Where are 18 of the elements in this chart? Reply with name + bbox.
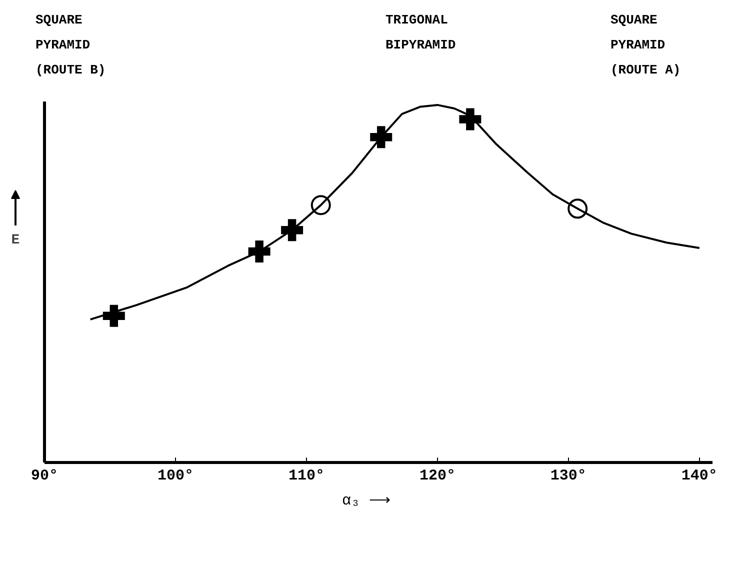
point: [370, 126, 392, 148]
point: [248, 240, 270, 263]
text: SQUARE PYRAMID (ROUTE B): [36, 12, 106, 78]
x-tick-label: 100°: [157, 468, 194, 484]
x-tick-label: 90°: [31, 468, 58, 484]
x-tick-label: 110°: [288, 468, 324, 484]
y-axis-title: E: [11, 232, 20, 248]
x-tick-label: 140°: [681, 468, 718, 484]
point: [459, 108, 482, 130]
point: [102, 304, 125, 327]
text: SQUARE PYRAMID (ROUTE A): [610, 12, 681, 78]
text: TRIGONAL BIPYRAMID: [386, 12, 456, 52]
point: [568, 198, 588, 219]
point: [281, 219, 304, 242]
x-axis-title: α₃ ⟶: [342, 492, 392, 510]
point: [310, 195, 331, 216]
x-tick-label: 120°: [419, 468, 456, 484]
x-tick-label: 130°: [550, 468, 586, 484]
